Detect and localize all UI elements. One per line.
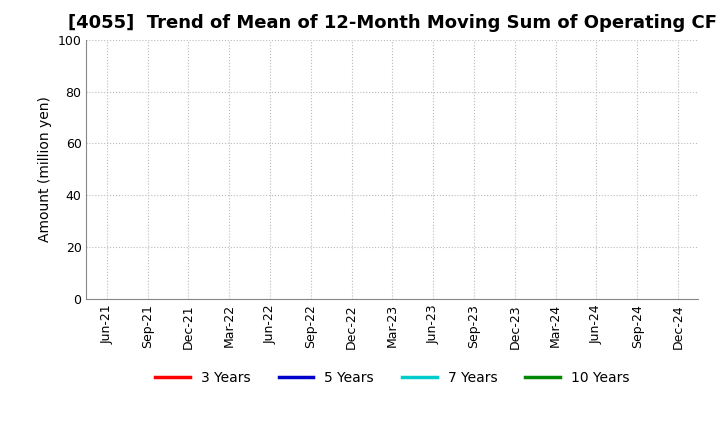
Legend: 3 Years, 5 Years, 7 Years, 10 Years: 3 Years, 5 Years, 7 Years, 10 Years <box>150 366 635 391</box>
Y-axis label: Amount (million yen): Amount (million yen) <box>38 96 52 242</box>
Title: [4055]  Trend of Mean of 12-Month Moving Sum of Operating CF: [4055] Trend of Mean of 12-Month Moving … <box>68 15 717 33</box>
